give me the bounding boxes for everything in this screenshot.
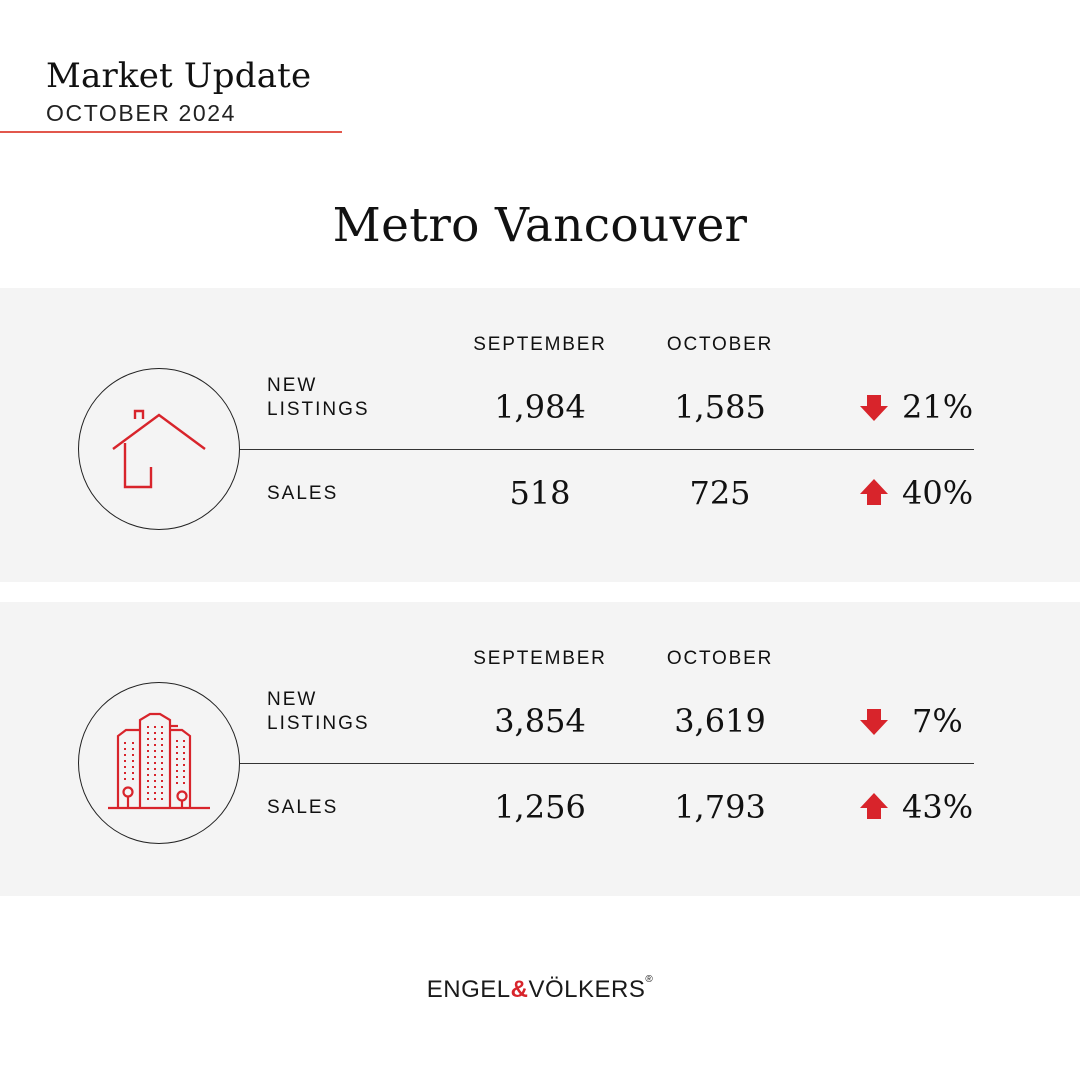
- change-percent: 43%: [902, 788, 974, 826]
- engel-volkers-logo: ENGEL&VÖLKERS®: [0, 974, 1080, 1004]
- panel-condo: SEPTEMBER OCTOBER NEW LISTINGS 3,854 3,6…: [0, 602, 1080, 896]
- row-label-line1: NEW: [267, 375, 318, 396]
- panel-house: SEPTEMBER OCTOBER NEW LISTINGS 1,984 1,5…: [0, 288, 1080, 582]
- arrow-up-icon: [860, 793, 888, 819]
- arrow-down-icon: [860, 709, 888, 735]
- row-label-line2: LISTINGS: [267, 713, 370, 734]
- change-new-listings: 7%: [858, 702, 988, 740]
- value-october-sales: 725: [689, 474, 751, 512]
- header: Market Update OCTOBER 2024: [46, 56, 311, 127]
- change-percent: 7%: [912, 702, 963, 740]
- row-label-sales: SALES: [267, 796, 338, 820]
- logo-right: VÖLKERS: [528, 976, 646, 1003]
- region-title: Metro Vancouver: [332, 198, 748, 253]
- header-rule: [0, 131, 342, 133]
- value-october-new-listings: 3,619: [674, 702, 766, 740]
- condo-icon-circle: [78, 682, 240, 844]
- row-label-line1: SALES: [267, 797, 339, 818]
- value-september-new-listings: 3,854: [494, 702, 586, 740]
- row-label-line2: LISTINGS: [267, 399, 370, 420]
- condo-towers-icon: [108, 712, 210, 810]
- value-september-sales: 1,256: [494, 788, 586, 826]
- logo-ampersand: &: [510, 976, 529, 1003]
- change-percent: 21%: [902, 388, 974, 426]
- row-label-line1: SALES: [267, 483, 339, 504]
- logo-registered: ®: [645, 974, 654, 985]
- arrow-up-icon: [860, 479, 888, 505]
- change-new-listings: 21%: [858, 388, 988, 426]
- change-sales: 40%: [858, 474, 988, 512]
- logo-left: ENGEL: [426, 976, 511, 1003]
- value-september-sales: 518: [509, 474, 571, 512]
- header-title: Market Update: [46, 56, 312, 96]
- row-label-sales: SALES: [267, 482, 338, 506]
- row-label-line1: NEW: [267, 689, 318, 710]
- change-sales: 43%: [858, 788, 988, 826]
- row-divider: [240, 763, 974, 765]
- arrow-down-icon: [860, 395, 888, 421]
- header-subtitle: OCTOBER 2024: [46, 100, 237, 126]
- row-label-new-listings: NEW LISTINGS: [267, 374, 370, 422]
- column-header-october: OCTOBER: [666, 334, 774, 355]
- value-october-sales: 1,793: [674, 788, 766, 826]
- column-header-september: SEPTEMBER: [473, 648, 607, 669]
- change-percent: 40%: [902, 474, 974, 512]
- row-label-new-listings: NEW LISTINGS: [267, 688, 370, 736]
- house-icon: [112, 409, 206, 489]
- column-header-october: OCTOBER: [666, 648, 774, 669]
- value-september-new-listings: 1,984: [494, 388, 586, 426]
- row-divider: [240, 449, 974, 451]
- house-icon-circle: [78, 368, 240, 530]
- value-october-new-listings: 1,585: [674, 388, 766, 426]
- column-header-september: SEPTEMBER: [473, 334, 607, 355]
